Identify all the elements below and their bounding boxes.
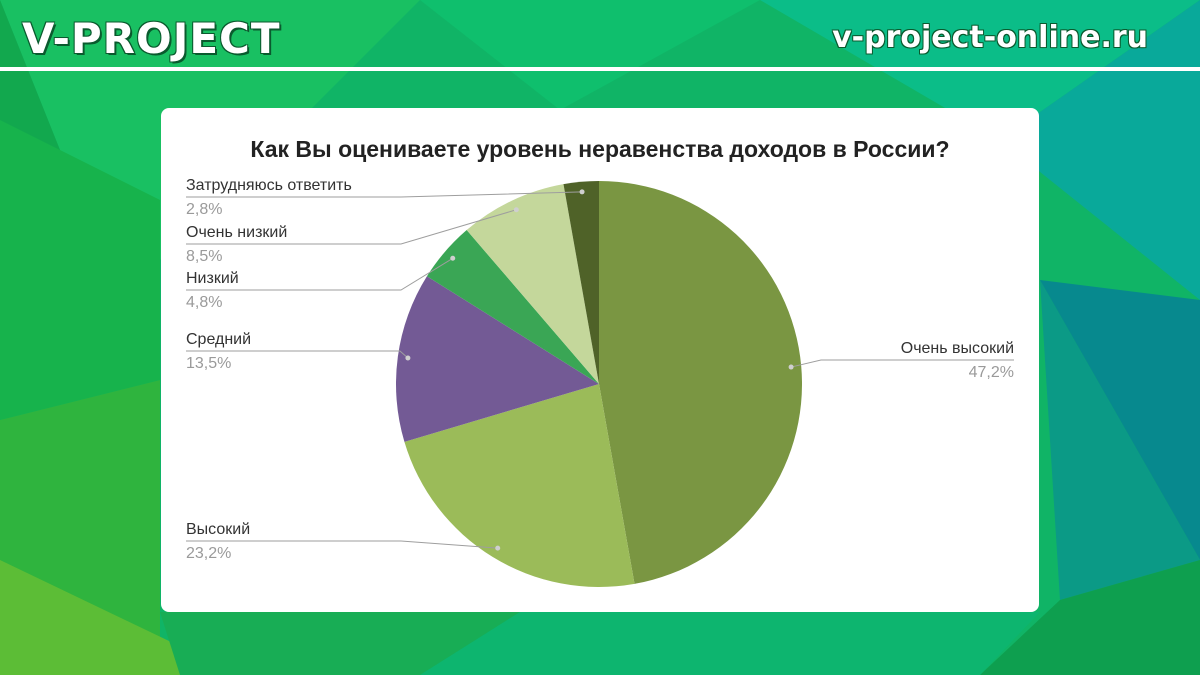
pie-slice bbox=[426, 230, 599, 384]
chart-card: Как Вы оцениваете уровень неравенства до… bbox=[161, 108, 1039, 612]
pie-slice bbox=[563, 181, 599, 384]
brand-logo: V-PROJECT bbox=[22, 14, 281, 63]
slice-percent: 2,8% bbox=[186, 201, 222, 218]
site-url[interactable]: v-project-online.ru bbox=[832, 20, 1148, 55]
leader-line bbox=[186, 540, 498, 549]
leader-dot bbox=[405, 355, 411, 361]
leader-dot bbox=[788, 364, 794, 370]
leader-line bbox=[186, 209, 517, 245]
slice-percent: 8,5% bbox=[186, 248, 222, 265]
slice-label: Очень высокий bbox=[901, 340, 1014, 357]
pie-slice bbox=[396, 276, 599, 442]
leader-line bbox=[186, 257, 454, 291]
slice-percent: 47,2% bbox=[969, 364, 1014, 381]
slice-percent: 13,5% bbox=[186, 355, 231, 372]
leader-dot bbox=[513, 207, 519, 213]
leader-line bbox=[790, 359, 1014, 368]
pie-slice bbox=[466, 184, 599, 384]
slice-label: Очень низкий bbox=[186, 224, 287, 241]
slice-label: Высокий bbox=[186, 521, 250, 538]
slice-percent: 4,8% bbox=[186, 294, 222, 311]
chart-title: Как Вы оцениваете уровень неравенства до… bbox=[250, 136, 950, 162]
leader-dot bbox=[495, 545, 501, 551]
leader-dot bbox=[450, 255, 456, 261]
header-divider bbox=[0, 67, 1200, 71]
leader-line bbox=[186, 191, 583, 198]
leader-dot bbox=[579, 189, 585, 195]
leader-line bbox=[186, 350, 409, 359]
slice-label: Затрудняюсь ответить bbox=[186, 177, 352, 194]
slice-label: Средний bbox=[186, 331, 251, 348]
pie-slice bbox=[599, 181, 802, 584]
pie-chart: Очень высокий 47,2% Высокий 23,2% Средний 13,… bbox=[186, 177, 1014, 587]
slice-percent: 23,2% bbox=[186, 545, 231, 562]
pie-slice bbox=[404, 384, 635, 587]
slice-label: Низкий bbox=[186, 270, 239, 287]
